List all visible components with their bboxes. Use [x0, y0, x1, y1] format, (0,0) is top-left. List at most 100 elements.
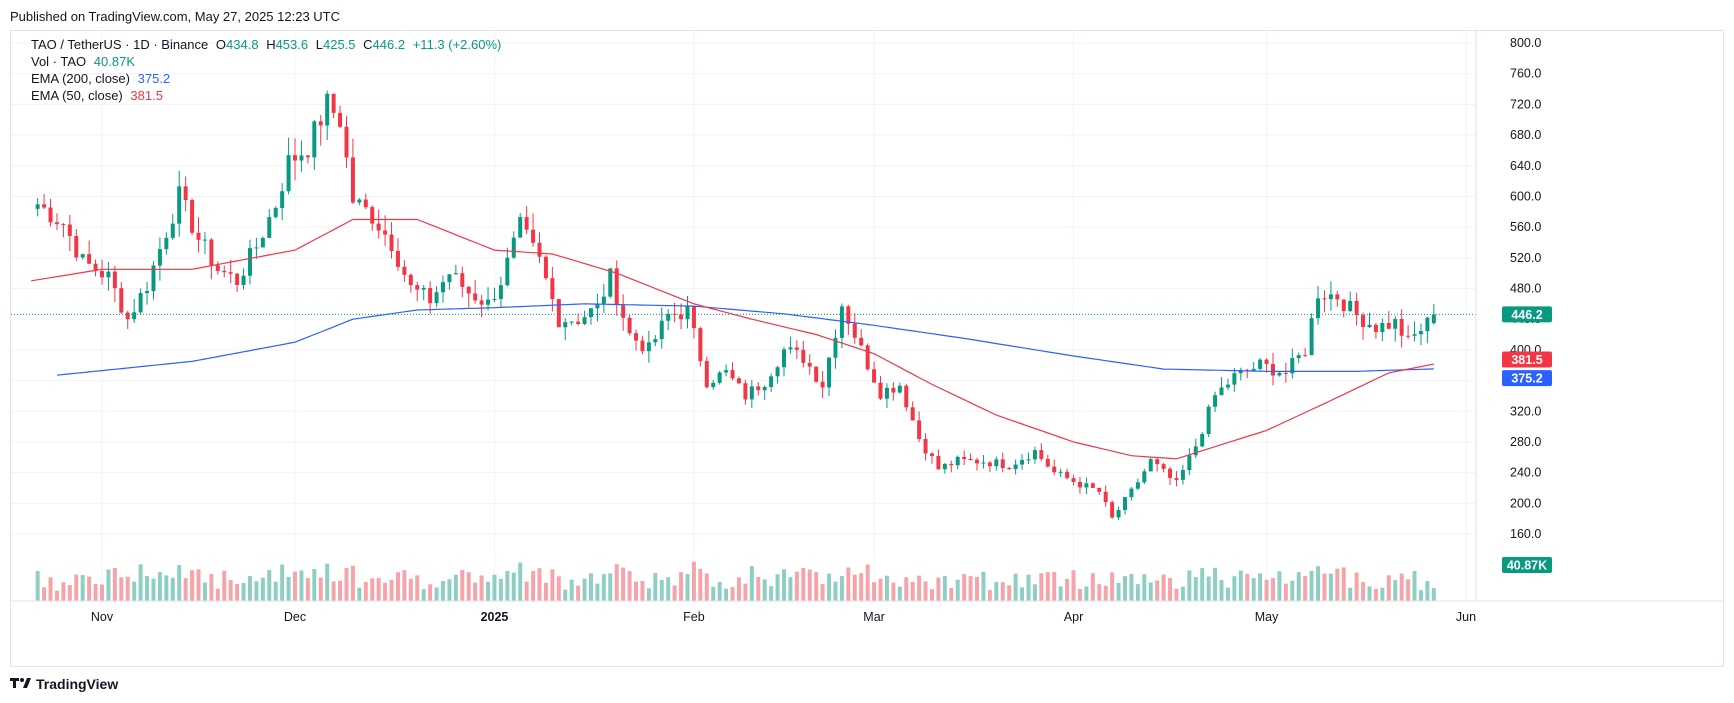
candle-body — [280, 191, 285, 208]
candle-body — [260, 237, 265, 248]
volume-bar — [479, 575, 484, 601]
volume-bar — [582, 578, 587, 601]
grid-lines — [11, 31, 1476, 601]
candle-body — [357, 199, 362, 203]
candle-body — [383, 230, 388, 235]
candle-body — [769, 376, 774, 387]
volume-bar — [846, 567, 851, 601]
volume-bar — [1000, 582, 1005, 601]
volume-bar — [1026, 574, 1031, 601]
time-tick-label: 2025 — [481, 610, 509, 624]
volume-bar — [305, 578, 310, 601]
candle-body — [67, 224, 72, 236]
volume-bar — [1213, 567, 1218, 601]
candle-body — [1412, 334, 1417, 336]
volume-bar — [949, 587, 954, 601]
candle-body — [466, 286, 471, 294]
volume-bar — [1110, 572, 1115, 601]
candle-body — [910, 407, 915, 421]
time-tick-label: Dec — [284, 610, 306, 624]
volume-bar — [917, 575, 922, 601]
volume-bar — [646, 588, 651, 601]
price-tick-label: 680.0 — [1510, 128, 1541, 142]
candle-body — [1406, 335, 1411, 337]
candle-body — [962, 456, 967, 459]
volume-bar — [891, 582, 896, 601]
candle-body — [1303, 355, 1308, 357]
candle-body — [1373, 324, 1378, 333]
volume-bar — [929, 589, 934, 601]
volume-bar — [1219, 579, 1224, 601]
volume-bar — [923, 581, 928, 601]
candle-body — [794, 347, 799, 350]
candle-body — [100, 271, 104, 278]
candle-body — [666, 313, 671, 321]
candle-body — [1258, 359, 1263, 369]
candle-body — [929, 453, 934, 457]
volume-bar — [222, 570, 227, 601]
price-tick-label: 200.0 — [1510, 496, 1541, 510]
volume-bar — [177, 565, 182, 601]
volume-bar — [543, 582, 548, 601]
candle-body — [756, 386, 761, 391]
volume-bar — [1058, 586, 1063, 601]
volume-bar — [35, 571, 40, 601]
legend-open-value: 434.8 — [226, 37, 259, 52]
volume-bar — [202, 582, 207, 601]
candle-body — [286, 155, 291, 192]
candle-body — [267, 217, 272, 238]
volume-bar — [685, 573, 690, 601]
volume-bar — [415, 575, 420, 601]
candle-body — [717, 372, 722, 383]
candle-body — [1168, 468, 1173, 478]
candle-body — [698, 328, 703, 362]
candle-body — [1361, 315, 1366, 328]
candle-body — [1270, 363, 1275, 376]
volume-bar — [87, 576, 92, 601]
legend-ema200: EMA (200, close) 375.2 — [31, 71, 174, 86]
volume-bar — [788, 577, 793, 601]
candle-body — [782, 349, 786, 368]
chart-canvas[interactable]: 160.0200.0240.0280.0320.0360.0400.0440.0… — [11, 31, 1723, 666]
volume-bar — [1097, 584, 1102, 601]
volume-bar — [1200, 568, 1205, 601]
volume-bar — [1373, 588, 1378, 601]
brand-footer[interactable]: TradingView — [10, 676, 118, 692]
volume-bar — [524, 581, 529, 601]
volume-bar — [801, 567, 806, 601]
volume-bar — [1193, 577, 1198, 601]
legend-ohlc: TAO / TetherUS · 1D · Binance O434.8 H45… — [31, 37, 505, 52]
volume-bar — [100, 584, 104, 601]
volume-bar — [1052, 572, 1057, 601]
brand-name: TradingView — [36, 676, 119, 692]
volume-bar — [762, 579, 767, 601]
volume-bar — [910, 581, 915, 601]
tradingview-logo-icon — [10, 676, 32, 692]
candle-body — [640, 340, 645, 352]
candle-body — [1232, 373, 1237, 385]
candle-body — [833, 337, 838, 358]
volume-bar — [93, 584, 98, 601]
candle-body — [1193, 446, 1198, 456]
volume-bar — [1174, 588, 1179, 601]
volume-bar — [1322, 573, 1327, 601]
volume-bar — [125, 576, 130, 601]
candle-body — [74, 235, 79, 258]
volume-bar — [1103, 585, 1108, 601]
volume-bar — [1065, 578, 1070, 601]
candle-body — [537, 242, 542, 257]
volume-bar — [54, 590, 59, 601]
candle-body — [318, 121, 323, 126]
volume-bar — [1148, 582, 1153, 601]
chart-frame[interactable]: 160.0200.0240.0280.0320.0360.0400.0440.0… — [10, 30, 1724, 667]
candle-body — [1000, 459, 1005, 469]
volume-bar — [61, 582, 66, 601]
candle-body — [1322, 298, 1327, 300]
volume-bar — [273, 581, 278, 601]
time-axis: Nov Dec 2025 Feb Mar Apr May Jun — [11, 600, 1723, 624]
candle-body — [736, 378, 741, 384]
candle-body — [1103, 491, 1108, 503]
volume-bar — [453, 574, 458, 601]
volume-bar — [1264, 579, 1269, 601]
price-axis: 160.0200.0240.0280.0320.0360.0400.0440.0… — [1475, 31, 1541, 601]
